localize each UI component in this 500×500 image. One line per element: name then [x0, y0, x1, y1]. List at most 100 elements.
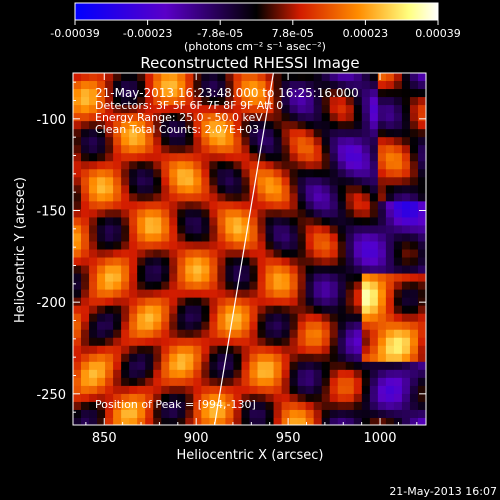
heatmap-cell	[321, 257, 331, 267]
heatmap-cell	[409, 401, 419, 411]
heatmap-cell	[185, 313, 194, 323]
heatmap-cell	[289, 297, 299, 307]
heatmap-cell	[249, 337, 259, 347]
heatmap-cell	[257, 377, 267, 387]
heatmap-cell	[241, 353, 251, 363]
heatmap-cell	[185, 337, 194, 347]
heatmap-cell	[241, 417, 251, 425]
annotation-line: 21-May-2013 16:23:48.000 to 16:25:16.000	[95, 86, 359, 100]
heatmap-cell	[225, 369, 235, 379]
heatmap-cell	[377, 297, 387, 307]
heatmap-cell	[81, 281, 90, 291]
heatmap-cell	[161, 393, 170, 403]
heatmap-cell	[361, 273, 371, 283]
heatmap-cell	[121, 201, 130, 210]
heatmap-cell	[129, 377, 138, 387]
heatmap-cell	[361, 185, 371, 194]
heatmap-cell	[345, 161, 355, 170]
heatmap-cell	[201, 113, 210, 122]
heatmap-cell	[225, 321, 235, 331]
heatmap-cell	[217, 201, 227, 210]
heatmap-cell	[313, 321, 323, 331]
heatmap-cell	[289, 145, 299, 154]
heatmap-cell	[345, 401, 355, 411]
heatmap-cell	[113, 417, 122, 425]
heatmap-cell	[353, 145, 363, 154]
heatmap-cell	[361, 265, 371, 275]
heatmap-cell	[353, 385, 363, 395]
heatmap-cell	[401, 145, 411, 154]
heatmap-cell	[105, 393, 114, 403]
heatmap-cell	[97, 177, 106, 186]
heatmap-cell	[305, 153, 315, 162]
heatmap-cell	[353, 177, 363, 186]
heatmap-cell	[329, 177, 339, 186]
heatmap-cell	[321, 369, 331, 379]
heatmap-cell	[145, 361, 154, 371]
heatmap-cell	[265, 281, 275, 291]
heatmap-cell	[321, 417, 331, 425]
heatmap-cell	[329, 217, 339, 227]
heatmap-cell	[169, 217, 178, 227]
heatmap-cell	[281, 313, 291, 323]
heatmap-cell	[201, 169, 210, 178]
heatmap-cell	[137, 401, 146, 411]
heatmap-cell	[89, 113, 98, 122]
heatmap-cell	[129, 345, 138, 355]
heatmap-cell	[193, 73, 202, 82]
heatmap-cell	[201, 89, 210, 98]
heatmap-cell	[185, 369, 194, 379]
heatmap-cell	[209, 169, 219, 178]
heatmap-cell	[137, 137, 146, 146]
heatmap-cell	[193, 289, 202, 299]
heatmap-cell	[297, 361, 307, 371]
heatmap-cell	[89, 329, 98, 339]
heatmap-cell	[97, 273, 106, 283]
heatmap-cell	[177, 233, 186, 243]
heatmap-cell	[377, 113, 387, 122]
heatmap-cell	[313, 265, 323, 275]
heatmap-cell	[81, 297, 90, 307]
heatmap-cell	[345, 369, 355, 379]
heatmap-cell	[385, 73, 395, 82]
heatmap-cell	[185, 393, 194, 403]
heatmap-cell	[249, 289, 259, 299]
heatmap-cell	[273, 377, 283, 387]
heatmap-cell	[113, 249, 122, 259]
heatmap-cell	[241, 257, 251, 267]
heatmap-cell	[73, 73, 82, 82]
heatmap-cell	[313, 281, 323, 291]
heatmap-cell	[305, 225, 315, 235]
heatmap-cell	[169, 97, 178, 106]
heatmap-cell	[97, 377, 106, 387]
heatmap-cell	[161, 153, 170, 162]
heatmap-cell	[225, 409, 235, 419]
heatmap-cell	[177, 361, 186, 371]
heatmap-cell	[217, 113, 227, 122]
heatmap-cell	[321, 377, 331, 387]
heatmap-cell	[233, 121, 243, 130]
heatmap-cell	[137, 337, 146, 347]
heatmap-cell	[409, 81, 419, 90]
heatmap-cell	[241, 281, 251, 291]
heatmap-cell	[225, 153, 235, 162]
heatmap-cell	[273, 265, 283, 275]
heatmap-cell	[353, 313, 363, 323]
heatmap-cell	[385, 233, 395, 243]
heatmap-cell	[345, 249, 355, 259]
annotations: 21-May-2013 16:23:48.000 to 16:25:16.000…	[95, 86, 359, 411]
heatmap-cell	[369, 129, 379, 138]
heatmap-cell	[113, 201, 122, 210]
heatmap-cell	[249, 161, 259, 170]
heatmap-cell	[353, 273, 363, 283]
heatmap-cell	[241, 393, 251, 403]
heatmap-cell	[297, 273, 307, 283]
heatmap-cell	[345, 313, 355, 323]
heatmap-cell	[113, 369, 122, 379]
heatmap-cell	[105, 241, 114, 251]
heatmap-cell	[385, 113, 395, 122]
heatmap-cell	[281, 281, 291, 291]
heatmap-cell	[105, 321, 114, 331]
heatmap-cell	[321, 153, 331, 162]
heatmap-cell	[329, 153, 339, 162]
